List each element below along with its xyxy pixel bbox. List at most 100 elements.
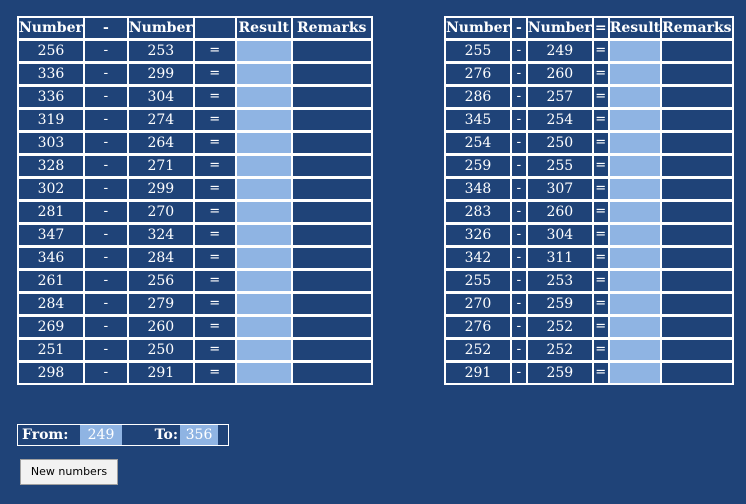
new-numbers-button[interactable]: New numbers (20, 459, 118, 485)
result-input-cell[interactable] (235, 132, 292, 154)
remarks-cell (291, 339, 372, 361)
result-input-cell[interactable] (608, 63, 662, 85)
minus-cell: - (510, 362, 527, 384)
row-separator (18, 361, 372, 362)
equals-cell: = (592, 362, 609, 384)
header-row: Number - Number = Result Remarks (445, 17, 733, 39)
result-input-cell[interactable] (608, 86, 662, 108)
row-separator (18, 315, 372, 316)
header-minus: - (510, 17, 527, 39)
header-row: Number - Number Result Remarks (18, 17, 372, 39)
table-row: 255-249 = (445, 40, 733, 62)
to-value-cell[interactable]: 356 (180, 425, 218, 445)
row-separator (445, 62, 733, 63)
equals-cell: = (193, 339, 236, 361)
row-separator (445, 108, 733, 109)
result-input-cell[interactable] (235, 63, 292, 85)
left-rows: 256-253 = 336-299 = 336-304 = 319-274 = 303-264 =… (18, 39, 372, 384)
result-input-cell[interactable] (235, 86, 292, 108)
header-number-1: Number (18, 17, 84, 39)
number-a-cell: 284 (18, 293, 84, 315)
equals-cell: = (592, 316, 609, 338)
minus-cell: - (510, 293, 527, 315)
number-a-cell: 255 (445, 270, 511, 292)
result-input-cell[interactable] (235, 270, 292, 292)
number-b-cell: 274 (127, 109, 194, 131)
result-input-cell[interactable] (608, 224, 662, 246)
remarks-cell (661, 247, 733, 269)
number-a-cell: 286 (445, 86, 511, 108)
table-row: 347-324 = (18, 224, 372, 246)
right-rows: 255-249 = 276-260 = 286-257 = 345-254 = 254-250 =… (445, 39, 733, 384)
result-input-cell[interactable] (235, 362, 292, 384)
minus-cell: - (83, 224, 128, 246)
result-input-cell[interactable] (608, 339, 662, 361)
minus-cell: - (510, 224, 527, 246)
result-input-cell[interactable] (608, 109, 662, 131)
table-row: 259-255 = (445, 155, 733, 177)
table-row: 346-284 = (18, 247, 372, 269)
number-b-cell: 271 (127, 155, 194, 177)
remarks-cell (291, 224, 372, 246)
table-row: 281-270 = (18, 201, 372, 223)
minus-cell: - (510, 247, 527, 269)
result-input-cell[interactable] (235, 201, 292, 223)
number-b-cell: 253 (526, 270, 593, 292)
result-input-cell[interactable] (608, 316, 662, 338)
table-row: 291-259 = (445, 362, 733, 384)
number-a-cell: 281 (18, 201, 84, 223)
minus-cell: - (83, 316, 128, 338)
result-input-cell[interactable] (608, 362, 662, 384)
row-separator (18, 85, 372, 86)
from-value-cell[interactable]: 249 (80, 425, 122, 445)
number-b-cell: 250 (526, 132, 593, 154)
number-a-cell: 326 (445, 224, 511, 246)
result-input-cell[interactable] (235, 155, 292, 177)
equals-cell: = (193, 40, 236, 62)
result-input-cell[interactable] (608, 178, 662, 200)
result-input-cell[interactable] (608, 270, 662, 292)
left-worksheet-table: Number - Number Result Remarks 256-253 = 3… (17, 16, 373, 385)
remarks-cell (291, 293, 372, 315)
result-input-cell[interactable] (608, 132, 662, 154)
number-a-cell: 319 (18, 109, 84, 131)
result-input-cell[interactable] (235, 178, 292, 200)
number-b-cell: 260 (526, 201, 593, 223)
result-input-cell[interactable] (608, 293, 662, 315)
number-b-cell: 264 (127, 132, 194, 154)
result-input-cell[interactable] (235, 293, 292, 315)
minus-cell: - (83, 155, 128, 177)
number-b-cell: 250 (127, 339, 194, 361)
number-b-cell: 255 (526, 155, 593, 177)
number-a-cell: 302 (18, 178, 84, 200)
row-separator (445, 246, 733, 247)
result-input-cell[interactable] (608, 40, 662, 62)
equals-cell: = (193, 155, 236, 177)
equals-cell: = (592, 201, 609, 223)
row-separator (18, 223, 372, 224)
result-input-cell[interactable] (608, 247, 662, 269)
minus-cell: - (83, 178, 128, 200)
remarks-cell (661, 63, 733, 85)
number-a-cell: 269 (18, 316, 84, 338)
result-input-cell[interactable] (235, 339, 292, 361)
equals-cell: = (592, 178, 609, 200)
table-row: 302-299 = (18, 178, 372, 200)
remarks-cell (661, 293, 733, 315)
number-b-cell: 304 (526, 224, 593, 246)
equals-cell: = (193, 132, 236, 154)
remarks-cell (661, 201, 733, 223)
table-row: 261-256 = (18, 270, 372, 292)
number-a-cell: 252 (445, 339, 511, 361)
result-input-cell[interactable] (608, 155, 662, 177)
number-b-cell: 252 (526, 316, 593, 338)
result-input-cell[interactable] (235, 224, 292, 246)
result-input-cell[interactable] (235, 316, 292, 338)
result-input-cell[interactable] (235, 109, 292, 131)
result-input-cell[interactable] (235, 247, 292, 269)
result-input-cell[interactable] (235, 40, 292, 62)
number-a-cell: 303 (18, 132, 84, 154)
equals-cell: = (193, 247, 236, 269)
minus-cell: - (510, 40, 527, 62)
result-input-cell[interactable] (608, 201, 662, 223)
